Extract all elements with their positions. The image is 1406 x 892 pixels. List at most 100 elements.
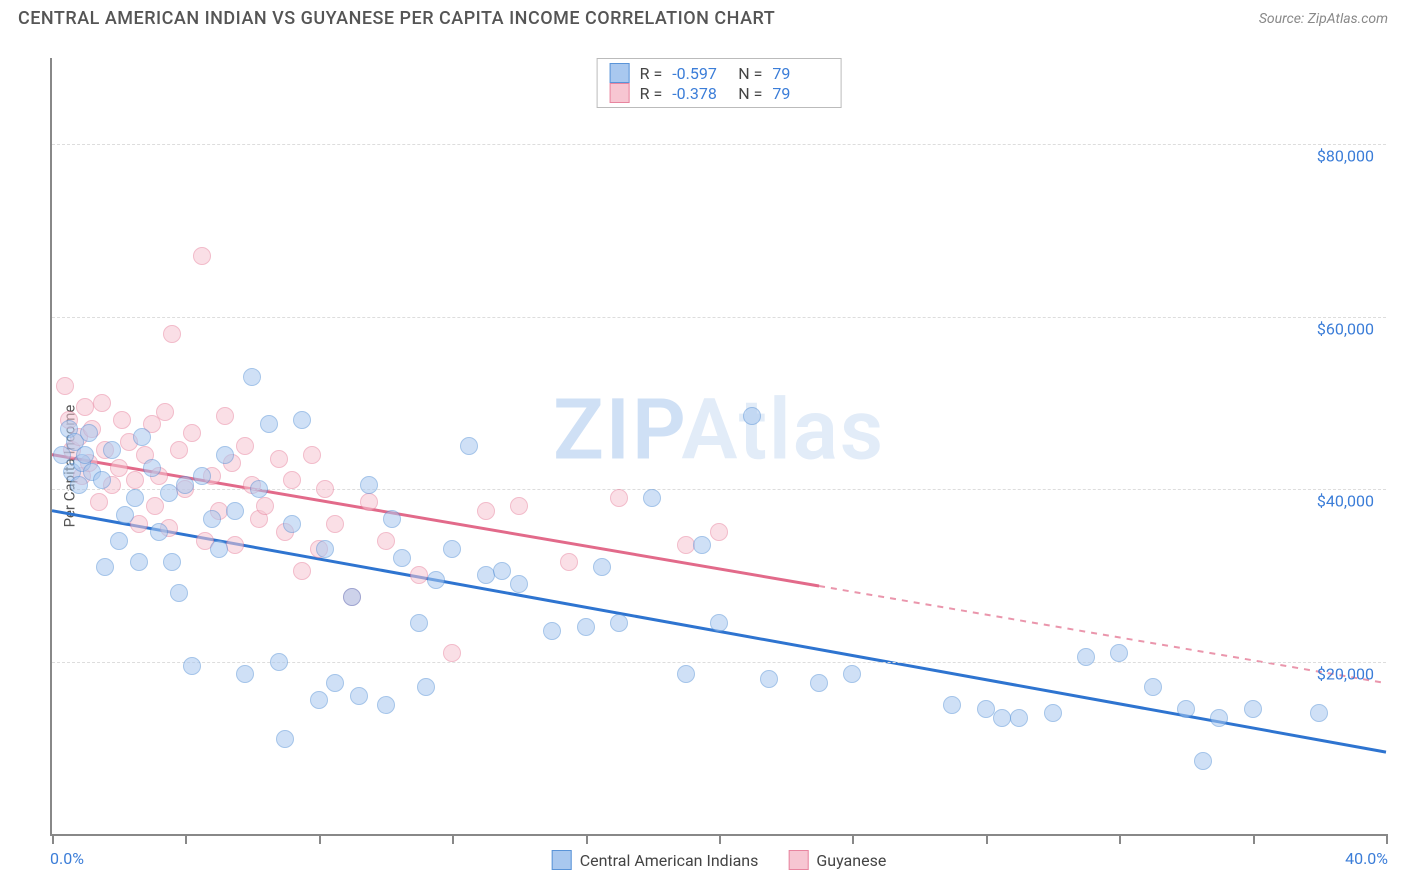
data-point: [56, 377, 74, 395]
trend-line-extrapolated: [819, 586, 1386, 683]
y-tick-label: $60,000: [1317, 319, 1374, 338]
data-point: [350, 687, 368, 705]
data-point: [360, 476, 378, 494]
data-point: [243, 368, 261, 386]
x-tick: [719, 834, 721, 844]
source-label: Source: ZipAtlas.com: [1259, 11, 1388, 27]
data-point: [316, 480, 334, 498]
r-value: -0.597: [672, 64, 728, 83]
x-tick: [1253, 834, 1255, 844]
data-point: [1144, 678, 1162, 696]
x-tick: [586, 834, 588, 844]
chart-area: Per Capita Income ZIPAtlas R =-0.597N =7…: [0, 40, 1406, 892]
legend-stat-row: R =-0.378N =79: [610, 83, 829, 103]
data-point: [216, 446, 234, 464]
x-tick: [452, 834, 454, 844]
n-value: 79: [772, 84, 828, 103]
data-point: [293, 411, 311, 429]
data-point: [130, 553, 148, 571]
y-tick-label: $80,000: [1317, 147, 1374, 166]
data-point: [303, 446, 321, 464]
series-legend: Central American IndiansGuyanese: [552, 850, 887, 870]
data-point: [176, 476, 194, 494]
data-point: [150, 523, 168, 541]
data-point: [417, 678, 435, 696]
data-point: [76, 398, 94, 416]
data-point: [510, 497, 528, 515]
data-point: [677, 536, 695, 554]
n-value: 79: [772, 64, 828, 83]
data-point: [156, 403, 174, 421]
data-point: [226, 536, 244, 554]
x-tick: [1386, 834, 1388, 844]
data-point: [143, 459, 161, 477]
data-point: [93, 394, 111, 412]
data-point: [510, 575, 528, 593]
data-point: [1077, 648, 1095, 666]
data-point: [1244, 700, 1262, 718]
correlation-legend: R =-0.597N =79R =-0.378N =79: [597, 58, 842, 108]
data-point: [250, 480, 268, 498]
x-tick: [185, 834, 187, 844]
x-tick: [52, 834, 54, 844]
data-point: [126, 489, 144, 507]
data-point: [126, 471, 144, 489]
data-point: [256, 497, 274, 515]
data-point: [360, 493, 378, 511]
data-point: [183, 657, 201, 675]
grid-line: [52, 662, 1386, 663]
data-point: [977, 700, 995, 718]
data-point: [427, 571, 445, 589]
data-point: [343, 588, 361, 606]
data-point: [316, 540, 334, 558]
x-tick-label: 40.0%: [1345, 849, 1388, 868]
data-point: [183, 424, 201, 442]
data-point: [393, 549, 411, 567]
data-point: [93, 471, 111, 489]
data-point: [383, 510, 401, 528]
data-point: [283, 471, 301, 489]
x-tick: [852, 834, 854, 844]
y-tick-label: $20,000: [1317, 664, 1374, 683]
data-point: [270, 450, 288, 468]
data-point: [103, 441, 121, 459]
data-point: [270, 653, 288, 671]
data-point: [710, 614, 728, 632]
data-point: [443, 540, 461, 558]
r-label: R =: [640, 84, 663, 103]
legend-swatch: [788, 850, 808, 870]
data-point: [236, 665, 254, 683]
data-point: [410, 614, 428, 632]
data-point: [410, 566, 428, 584]
data-point: [193, 247, 211, 265]
data-point: [493, 562, 511, 580]
data-point: [577, 618, 595, 636]
legend-item: Guyanese: [788, 850, 886, 870]
data-point: [593, 558, 611, 576]
data-point: [326, 515, 344, 533]
legend-stat-row: R =-0.597N =79: [610, 63, 829, 83]
data-point: [677, 665, 695, 683]
data-point: [477, 566, 495, 584]
data-point: [160, 484, 178, 502]
x-tick: [986, 834, 988, 844]
data-point: [116, 506, 134, 524]
data-point: [560, 553, 578, 571]
legend-swatch: [610, 63, 630, 83]
data-point: [170, 441, 188, 459]
legend-swatch: [610, 83, 630, 103]
data-point: [236, 437, 254, 455]
data-point: [80, 424, 98, 442]
data-point: [260, 415, 278, 433]
data-point: [1010, 709, 1028, 727]
data-point: [1310, 704, 1328, 722]
data-point: [203, 510, 221, 528]
data-point: [610, 614, 628, 632]
data-point: [283, 515, 301, 533]
data-point: [1210, 709, 1228, 727]
data-point: [943, 696, 961, 714]
data-point: [377, 696, 395, 714]
data-point: [993, 709, 1011, 727]
data-point: [113, 411, 131, 429]
data-point: [110, 459, 128, 477]
